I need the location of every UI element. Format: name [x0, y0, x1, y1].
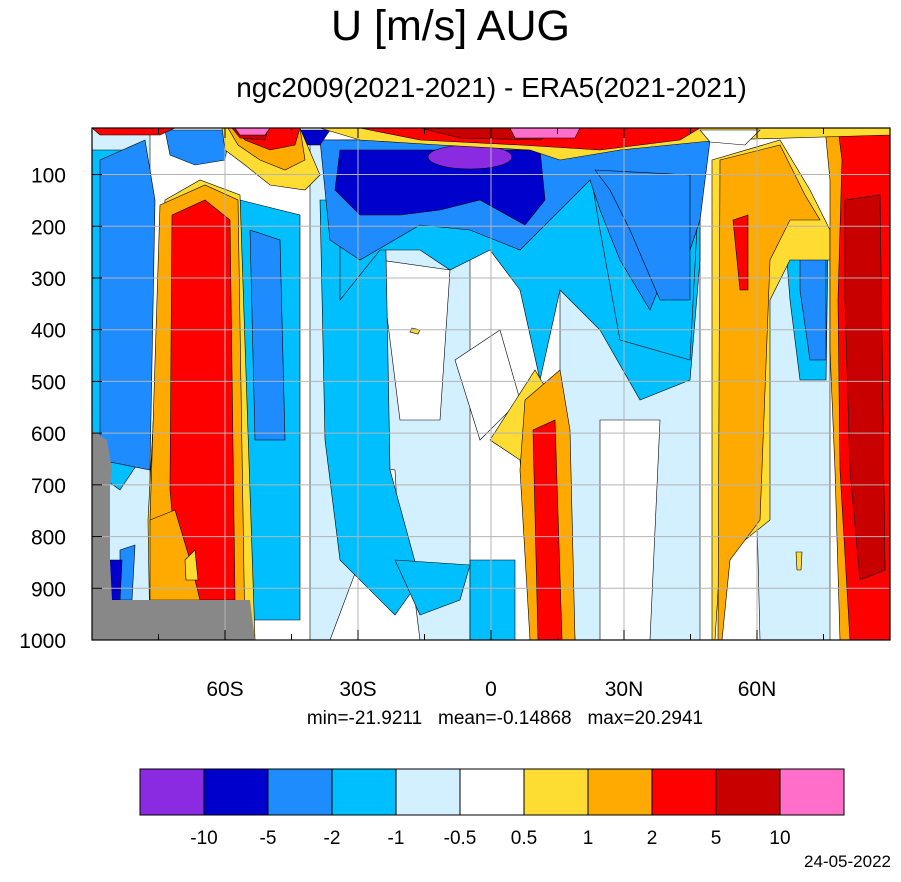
contour-region — [164, 129, 231, 166]
date-stamp: 24-05-2022 — [804, 852, 891, 871]
x-axis: 60S 30S 0 30N 60N — [91, 128, 891, 701]
chart-title: U [m/s] AUG — [331, 2, 570, 50]
contour-region — [509, 128, 581, 139]
contour-region — [469, 559, 516, 640]
colorbar: -10 -5 -2 -1 -0.5 0.5 1 2 5 10 — [139, 768, 845, 849]
topography-mask — [92, 430, 255, 640]
x-tick-label: 60N — [738, 678, 777, 701]
y-tick-label: 1000 — [19, 630, 66, 653]
colorbar-swatch — [587, 768, 653, 816]
y-tick-label: 300 — [31, 268, 66, 291]
contour-region — [532, 419, 563, 640]
chart-subtitle: ngc2009(2021-2021) - ERA5(2021-2021) — [236, 72, 747, 103]
colorbar-label: -2 — [324, 828, 341, 849]
contour-region — [795, 551, 803, 571]
contour-region — [99, 139, 156, 471]
y-tick-label: 500 — [31, 371, 66, 394]
contour-region — [109, 559, 123, 601]
colorbar-swatch — [715, 768, 781, 816]
colorbar-label: -5 — [260, 828, 277, 849]
colorbar-swatch — [779, 768, 845, 816]
y-tick-label: 800 — [31, 527, 66, 550]
colorbar-label: 2 — [647, 828, 658, 849]
colorbar-swatch — [267, 768, 333, 816]
colorbar-swatch — [203, 768, 269, 816]
colorbar-label: 5 — [711, 828, 722, 849]
colorbar-swatch — [523, 768, 589, 816]
y-tick-label: 700 — [31, 475, 66, 498]
colorbar-swatch — [651, 768, 717, 816]
colorbar-swatch — [139, 768, 205, 816]
contour-region — [599, 419, 661, 640]
contour-region — [379, 259, 451, 421]
colorbar-label: -1 — [388, 828, 405, 849]
colorbar-swatch — [459, 768, 525, 816]
colorbar-label: 10 — [769, 828, 790, 849]
contour-region — [844, 194, 886, 581]
x-tick-label: 60S — [206, 678, 243, 701]
colorbar-label: -0.5 — [444, 828, 477, 849]
y-axis: 100 200 300 400 500 600 700 800 900 1000 — [19, 165, 102, 653]
contour-region — [184, 549, 199, 581]
y-tick-label: 600 — [31, 423, 66, 446]
colorbar-label: 1 — [583, 828, 594, 849]
contour-region — [249, 229, 286, 441]
x-tick-label: 0 — [485, 678, 497, 701]
colorbar-swatch — [331, 768, 397, 816]
y-tick-label: 400 — [31, 320, 66, 343]
y-tick-label: 900 — [31, 578, 66, 601]
colorbar-label: 0.5 — [511, 828, 537, 849]
x-tick-label: 30N — [605, 678, 644, 701]
contour-region — [732, 214, 749, 291]
colorbar-label: -10 — [190, 828, 217, 849]
y-tick-label: 200 — [31, 216, 66, 239]
y-tick-label: 100 — [31, 165, 66, 188]
colorbar-swatch — [395, 768, 461, 816]
contour-region — [394, 559, 471, 616]
contour-region — [234, 128, 271, 136]
contour-region — [119, 544, 136, 601]
contour-region — [92, 128, 176, 136]
x-tick-label: 30S — [339, 678, 376, 701]
stats-line: min=-21.9211 mean=-0.14868 max=20.2941 — [306, 708, 704, 729]
contour-region — [699, 129, 761, 146]
